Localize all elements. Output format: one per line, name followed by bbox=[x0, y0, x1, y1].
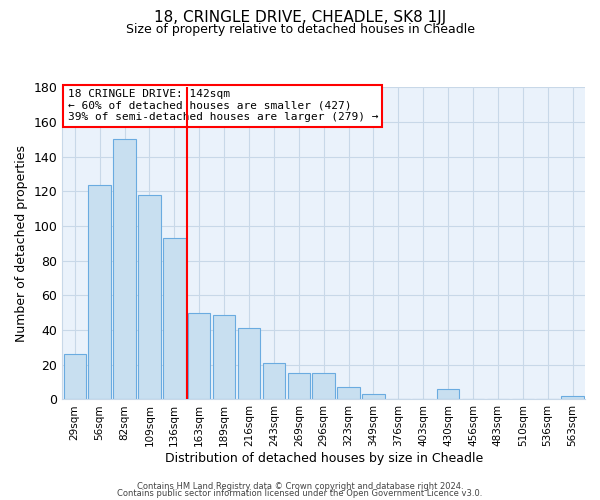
Text: 18 CRINGLE DRIVE: 142sqm
← 60% of detached houses are smaller (427)
39% of semi-: 18 CRINGLE DRIVE: 142sqm ← 60% of detach… bbox=[68, 89, 378, 122]
Text: Contains public sector information licensed under the Open Government Licence v3: Contains public sector information licen… bbox=[118, 489, 482, 498]
Y-axis label: Number of detached properties: Number of detached properties bbox=[15, 145, 28, 342]
Text: 18, CRINGLE DRIVE, CHEADLE, SK8 1JJ: 18, CRINGLE DRIVE, CHEADLE, SK8 1JJ bbox=[154, 10, 446, 25]
Bar bbox=[562, 396, 584, 400]
Bar bbox=[238, 328, 260, 400]
Bar bbox=[437, 389, 460, 400]
Text: Size of property relative to detached houses in Cheadle: Size of property relative to detached ho… bbox=[125, 22, 475, 36]
Text: Contains HM Land Registry data © Crown copyright and database right 2024.: Contains HM Land Registry data © Crown c… bbox=[137, 482, 463, 491]
Bar bbox=[362, 394, 385, 400]
Bar bbox=[337, 388, 360, 400]
Bar bbox=[313, 374, 335, 400]
Bar bbox=[163, 238, 185, 400]
Bar bbox=[213, 314, 235, 400]
Bar bbox=[263, 363, 285, 400]
Bar bbox=[188, 313, 211, 400]
Bar bbox=[88, 184, 111, 400]
X-axis label: Distribution of detached houses by size in Cheadle: Distribution of detached houses by size … bbox=[164, 452, 483, 465]
Bar bbox=[287, 374, 310, 400]
Bar bbox=[138, 195, 161, 400]
Bar bbox=[113, 140, 136, 400]
Bar bbox=[64, 354, 86, 400]
